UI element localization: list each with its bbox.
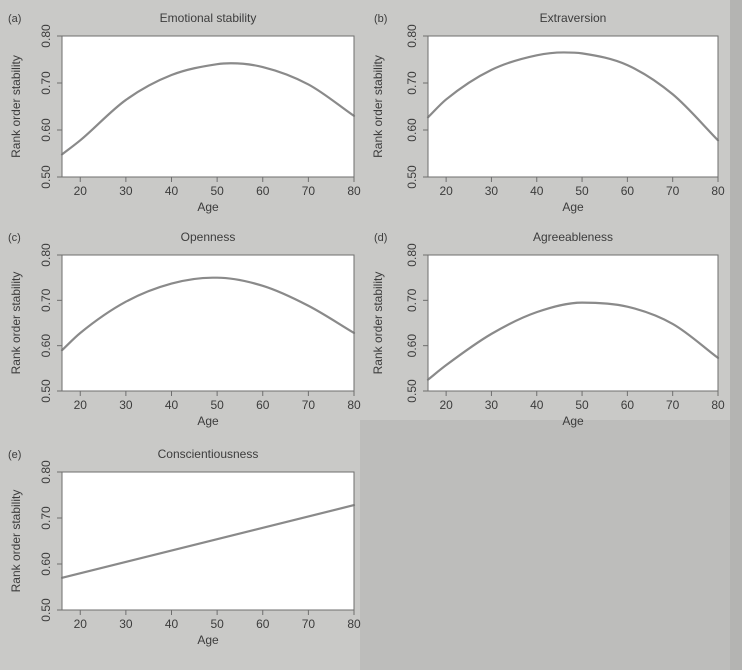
chart-conscientiousness-x-tick-label-20: 20	[74, 617, 88, 631]
chart-extraversion: (b) Extraversion 20 30 40 50 60 70 80 0.50 0.60 0.7…	[371, 11, 725, 214]
chart-openness-x-tick-label-70: 70	[302, 398, 316, 412]
chart-extraversion-x-tick-label-30: 30	[485, 184, 499, 198]
chart-openness-y-tick-label-0-50: 0.50	[39, 379, 53, 403]
chart-openness-x-tick-label-30: 30	[119, 398, 133, 412]
chart-agreeableness-x-tick-label-70: 70	[666, 398, 680, 412]
chart-openness-panel-letter: (c)	[8, 232, 21, 244]
chart-agreeableness-y-tick-label-0-80: 0.80	[405, 243, 419, 267]
chart-extraversion-x-axis-title: Age	[562, 200, 584, 214]
chart-agreeableness-y-tick-label-0-70: 0.70	[405, 288, 419, 312]
chart-conscientiousness-series-line	[60, 504, 356, 579]
chart-emotional-stability-y-tick-label-0-70: 0.70	[39, 71, 53, 95]
chart-agreeableness-x-tick-label-50: 50	[575, 398, 589, 412]
chart-openness-title: Openness	[181, 230, 236, 244]
chart-openness-y-tick-label-0-60: 0.60	[39, 334, 53, 358]
chart-extraversion-x-tick-label-40: 40	[530, 184, 544, 198]
chart-conscientiousness-panel-letter: (e)	[8, 449, 21, 461]
chart-extraversion-y-tick-label-0-60: 0.60	[405, 118, 419, 142]
chart-agreeableness-x-tick-label-30: 30	[485, 398, 499, 412]
chart-extraversion-y-tick-label-0-70: 0.70	[405, 71, 419, 95]
chart-extraversion-series-line	[426, 51, 720, 142]
chart-emotional-stability-y-axis-title: Rank order stability	[9, 55, 23, 158]
page-background-region	[360, 420, 742, 670]
chart-extraversion-x-tick-label-50: 50	[575, 184, 589, 198]
chart-emotional-stability-frame	[61, 35, 355, 178]
chart-emotional-stability-x-tick-label-70: 70	[302, 184, 316, 198]
chart-agreeableness-y-axis-title: Rank order stability	[371, 272, 385, 375]
chart-extraversion-x-tick-label-70: 70	[666, 184, 680, 198]
chart-openness-y-tick-label-0-80: 0.80	[39, 243, 53, 267]
chart-emotional-stability-y-tick-label-0-80: 0.80	[39, 24, 53, 48]
chart-extraversion-y-tick-label-0-50: 0.50	[405, 165, 419, 189]
chart-conscientiousness-x-tick-label-50: 50	[210, 617, 224, 631]
chart-openness-x-tick-label-60: 60	[256, 398, 270, 412]
chart-extraversion-panel-letter: (b)	[374, 13, 387, 25]
chart-openness-x-tick-label-40: 40	[165, 398, 179, 412]
chart-agreeableness: (d) Agreeableness 20 30 40 50 60 70 80 0.50 0.60 0.…	[371, 230, 725, 428]
chart-agreeableness-y-tick-label-0-60: 0.60	[405, 334, 419, 358]
chart-emotional-stability-x-tick-label-30: 30	[119, 184, 133, 198]
chart-conscientiousness-x-tick-label-60: 60	[256, 617, 270, 631]
chart-openness-plot-area	[62, 255, 354, 391]
chart-conscientiousness-x-tick-label-80: 80	[347, 617, 361, 631]
chart-emotional-stability-x-tick-label-50: 50	[210, 184, 224, 198]
chart-conscientiousness-y-tick-label-0-80: 0.80	[39, 460, 53, 484]
chart-agreeableness-frame	[427, 254, 719, 392]
chart-agreeableness-x-tick-label-80: 80	[711, 398, 725, 412]
chart-conscientiousness-y-tick-label-0-50: 0.50	[39, 598, 53, 622]
chart-extraversion-x-tick-label-80: 80	[711, 184, 725, 198]
chart-extraversion-frame	[427, 35, 719, 178]
chart-openness-x-tick-label-80: 80	[347, 398, 361, 412]
chart-emotional-stability-y-tick-label-0-50: 0.50	[39, 165, 53, 189]
chart-agreeableness-x-axis-title: Age	[562, 414, 584, 428]
chart-agreeableness-x-tick-label-60: 60	[621, 398, 635, 412]
chart-conscientiousness-frame	[61, 471, 355, 611]
chart-agreeableness-series-line	[426, 301, 720, 381]
chart-agreeableness-title: Agreeableness	[533, 230, 613, 244]
page-edge-shadow	[730, 0, 742, 670]
chart-conscientiousness-y-tick-label-0-70: 0.70	[39, 506, 53, 530]
chart-openness-x-axis-title: Age	[197, 414, 219, 428]
chart-agreeableness-x-tick-label-40: 40	[530, 398, 544, 412]
chart-agreeableness-panel-letter: (d)	[374, 232, 387, 244]
chart-conscientiousness-x-tick-label-30: 30	[119, 617, 133, 631]
chart-emotional-stability-x-tick-label-40: 40	[165, 184, 179, 198]
chart-conscientiousness-x-axis-title: Age	[197, 633, 219, 647]
chart-emotional-stability-panel-letter: (a)	[8, 13, 21, 25]
chart-emotional-stability-x-tick-label-80: 80	[347, 184, 361, 198]
chart-agreeableness-plot-area	[428, 255, 718, 391]
chart-conscientiousness-y-axis-title: Rank order stability	[9, 490, 23, 593]
chart-agreeableness-y-tick-label-0-50: 0.50	[405, 379, 419, 403]
chart-extraversion-x-tick-label-60: 60	[621, 184, 635, 198]
chart-conscientiousness-x-tick-label-40: 40	[165, 617, 179, 631]
chart-extraversion-plot-area	[428, 36, 718, 177]
chart-conscientiousness: (e) Conscientiousness 20 30 40 50 60 70 80 0.50 0.…	[8, 447, 361, 647]
chart-extraversion-x-tick-label-20: 20	[439, 184, 453, 198]
chart-openness-x-tick-label-20: 20	[74, 398, 88, 412]
chart-emotional-stability-x-tick-label-20: 20	[74, 184, 88, 198]
chart-openness-frame	[61, 254, 355, 392]
chart-openness-x-tick-label-50: 50	[210, 398, 224, 412]
chart-conscientiousness-y-tick-label-0-60: 0.60	[39, 552, 53, 576]
chart-conscientiousness-x-tick-label-70: 70	[302, 617, 316, 631]
chart-extraversion-title: Extraversion	[540, 11, 607, 25]
chart-openness: (c) Openness 20 30 40 50 60 70 80 0.50 0.60 0.70 0.8…	[8, 230, 361, 428]
chart-emotional-stability-x-tick-label-60: 60	[256, 184, 270, 198]
chart-emotional-stability-x-axis-title: Age	[197, 200, 219, 214]
chart-openness-series-line	[60, 276, 356, 352]
chart-emotional-stability-y-tick-label-0-60: 0.60	[39, 118, 53, 142]
chart-emotional-stability-plot-area	[62, 36, 354, 177]
chart-agreeableness-x-tick-label-20: 20	[439, 398, 453, 412]
chart-emotional-stability: (a) Emotional stability 20 30 40 50 60 70 80 0.50…	[8, 11, 361, 214]
chart-openness-y-tick-label-0-70: 0.70	[39, 288, 53, 312]
chart-conscientiousness-title: Conscientiousness	[158, 447, 259, 461]
chart-openness-y-axis-title: Rank order stability	[9, 272, 23, 375]
chart-extraversion-y-tick-label-0-80: 0.80	[405, 24, 419, 48]
chart-emotional-stability-series-line	[60, 62, 356, 156]
chart-emotional-stability-title: Emotional stability	[160, 11, 257, 25]
chart-extraversion-y-axis-title: Rank order stability	[371, 55, 385, 158]
